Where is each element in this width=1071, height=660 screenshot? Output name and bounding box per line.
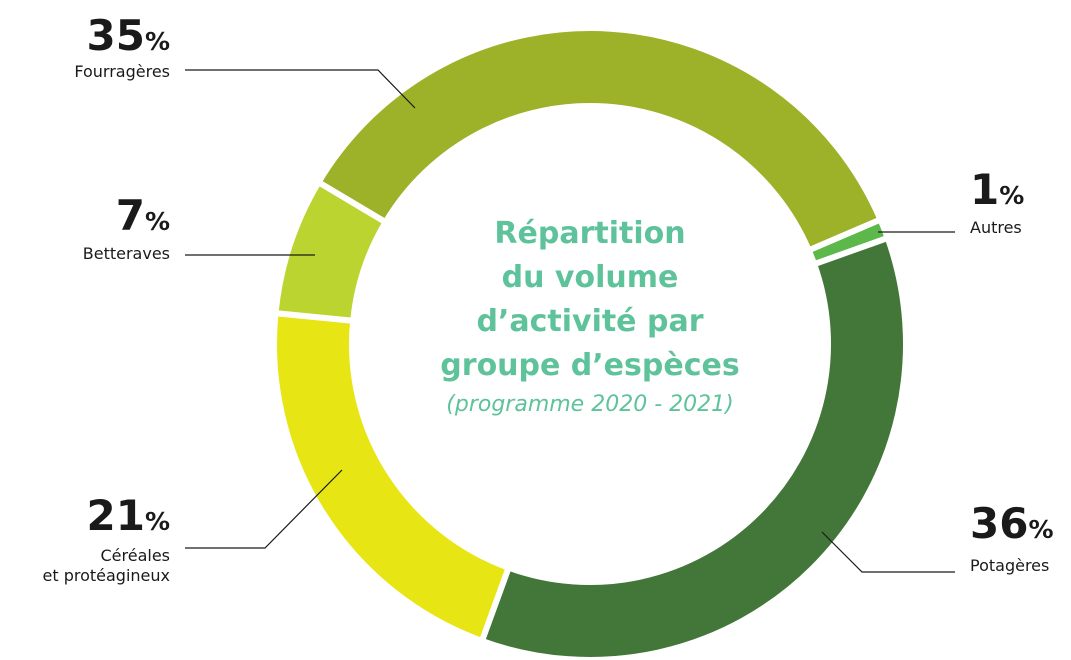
- legend-label: Potagères: [970, 556, 1050, 575]
- chart-title: Répartition du volume d’activité par gro…: [440, 216, 740, 383]
- legend-label: Autres: [970, 218, 1022, 237]
- leader-line: [185, 69, 416, 109]
- leader-line: [821, 531, 955, 573]
- legend-label: Fourragères: [74, 62, 170, 81]
- legend-label: Betteraves: [82, 244, 170, 263]
- chart-subtitle: (programme 2020 - 2021): [446, 392, 734, 417]
- donut-segment: [478, 234, 909, 660]
- value-label: 1%: [970, 165, 1025, 214]
- donut-segment: [314, 25, 885, 255]
- leader-line: [185, 469, 343, 549]
- value-label: 21%: [86, 491, 170, 540]
- value-label: 36%: [970, 499, 1054, 548]
- legend-label: Céréales et protéagineux: [42, 546, 171, 585]
- value-label: 7%: [115, 191, 170, 240]
- value-label: 35%: [86, 11, 170, 60]
